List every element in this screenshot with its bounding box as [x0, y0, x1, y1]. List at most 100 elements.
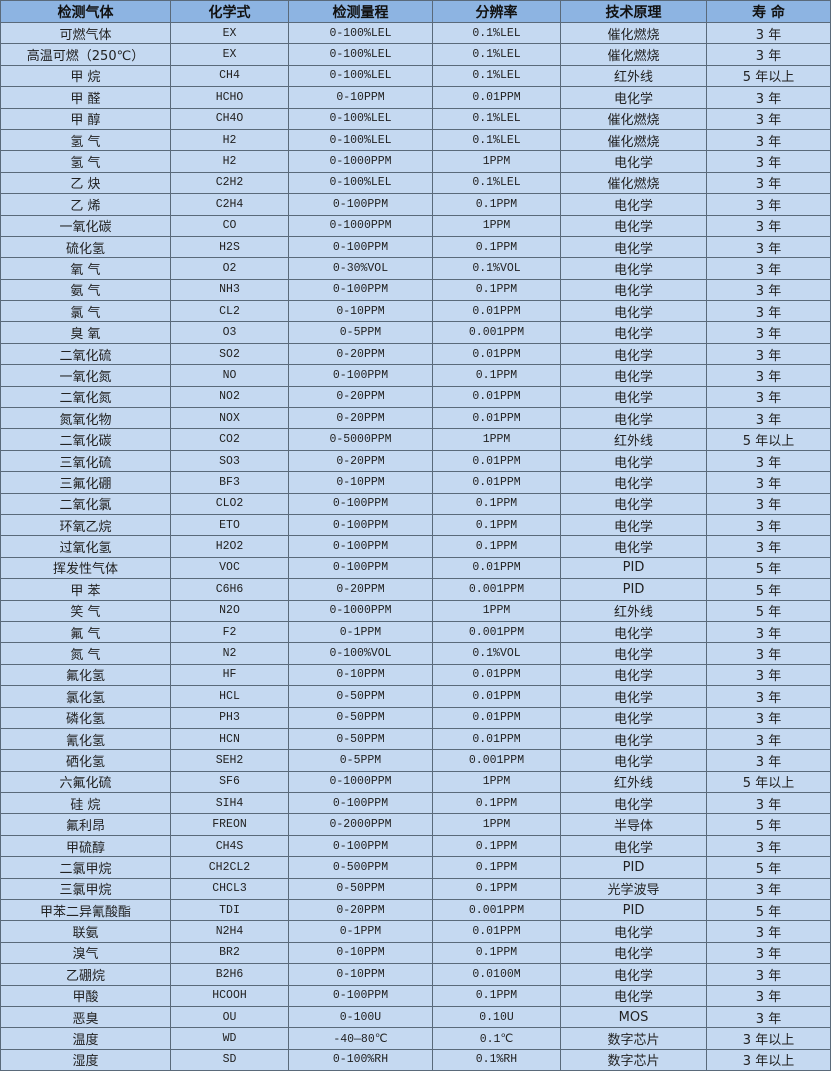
cell-formula: NO2 [170, 385, 289, 409]
cell-principle: 电化学 [560, 706, 707, 729]
table-row: 一氧化碳 CO 0-1000PPM 1PPM 电化学 3 年 [0, 214, 831, 237]
cell-resolution: 0.1%VOL [432, 642, 561, 665]
cell-gas: 氮氧化物 [0, 407, 171, 430]
cell-lifespan: 3 年 [706, 150, 831, 173]
cell-gas: 甲酸 [0, 984, 171, 1007]
cell-gas: 三氟化硼 [0, 471, 171, 494]
cell-principle: 电化学 [560, 278, 707, 302]
table-row: 环氧乙烷 ETO 0-100PPM 0.1PPM 电化学 3 年 [0, 513, 831, 537]
cell-range: 0-500PPM [288, 856, 433, 879]
cell-resolution: 0.1PPM [432, 513, 561, 537]
cell-range: 0-50PPM [288, 727, 433, 751]
cell-principle: 电化学 [560, 86, 707, 109]
table-row: 氯 气 CL2 0-10PPM 0.01PPM 电化学 3 年 [0, 300, 831, 323]
table-row: 一氧化氮 NO 0-100PPM 0.1PPM 电化学 3 年 [0, 364, 831, 387]
cell-resolution: 0.1PPM [432, 792, 561, 815]
cell-gas: 臭 氧 [0, 321, 171, 344]
table-row: 三氯甲烷 CHCL3 0-50PPM 0.1PPM 光学波导 3 年 [0, 877, 831, 901]
table-row: 乙 炔 C2H2 0-100%LEL 0.1%LEL 催化燃烧 3 年 [0, 171, 831, 195]
table-row: 氧 气 O2 0-30%VOL 0.1%VOL 电化学 3 年 [0, 257, 831, 280]
cell-gas: 磷化氢 [0, 706, 171, 729]
cell-lifespan: 5 年以上 [706, 428, 831, 451]
header-lifespan: 寿 命 [706, 0, 831, 23]
table-row: 二氧化硫 SO2 0-20PPM 0.01PPM 电化学 3 年 [0, 342, 831, 366]
cell-resolution: 0.1%LEL [432, 21, 561, 45]
cell-gas: 氟化氢 [0, 663, 171, 687]
cell-range: 0-100%LEL [288, 21, 433, 45]
cell-resolution: 0.1PPM [432, 877, 561, 901]
cell-lifespan: 5 年 [706, 599, 831, 622]
cell-lifespan: 3 年 [706, 620, 831, 644]
header-gas: 检测气体 [0, 0, 171, 23]
cell-resolution: 0.1PPM [432, 535, 561, 558]
cell-gas: 氯化氢 [0, 685, 171, 708]
cell-formula: CL2 [170, 300, 289, 323]
cell-lifespan: 5 年以上 [706, 770, 831, 794]
cell-principle: 催化燃烧 [560, 43, 707, 66]
cell-formula: EX [170, 21, 289, 45]
cell-gas: 甲苯二异氰酸酯 [0, 899, 171, 922]
cell-resolution: 0.001PPM [432, 321, 561, 344]
cell-formula: NO [170, 364, 289, 387]
cell-resolution: 0.1PPM [432, 278, 561, 302]
table-row: 硒化氢 SEH2 0-5PPM 0.001PPM 电化学 3 年 [0, 749, 831, 772]
cell-range: 0-30%VOL [288, 257, 433, 280]
cell-lifespan: 3 年 [706, 449, 831, 473]
cell-gas: 甲 醇 [0, 107, 171, 130]
cell-formula: C6H6 [170, 578, 289, 601]
cell-principle: 半导体 [560, 813, 707, 836]
cell-lifespan: 3 年 [706, 727, 831, 751]
cell-principle: 电化学 [560, 257, 707, 280]
cell-principle: 催化燃烧 [560, 128, 707, 152]
cell-principle: 电化学 [560, 834, 707, 858]
cell-principle: 电化学 [560, 642, 707, 665]
cell-resolution: 0.1%LEL [432, 43, 561, 66]
cell-range: 0-100%LEL [288, 128, 433, 152]
cell-resolution: 1PPM [432, 770, 561, 794]
cell-formula: CLO2 [170, 492, 289, 515]
cell-resolution: 0.1%RH [432, 1048, 561, 1072]
cell-resolution: 0.01PPM [432, 449, 561, 473]
cell-range: 0-20PPM [288, 899, 433, 922]
cell-lifespan: 3 年 [706, 407, 831, 430]
cell-gas: 二氧化氯 [0, 492, 171, 515]
cell-lifespan: 3 年 [706, 257, 831, 280]
cell-gas: 挥发性气体 [0, 556, 171, 580]
cell-lifespan: 3 年 [706, 749, 831, 772]
header-resolution: 分辨率 [432, 0, 561, 23]
cell-resolution: 0.01PPM [432, 407, 561, 430]
cell-principle: 电化学 [560, 984, 707, 1007]
cell-range: 0-100%LEL [288, 64, 433, 88]
cell-resolution: 0.1PPM [432, 364, 561, 387]
cell-formula: CO2 [170, 428, 289, 451]
cell-range: 0-100PPM [288, 984, 433, 1007]
cell-gas: 甲 醛 [0, 86, 171, 109]
cell-lifespan: 5 年以上 [706, 64, 831, 88]
table-row: 挥发性气体 VOC 0-100PPM 0.01PPM PID 5 年 [0, 556, 831, 580]
cell-gas: 乙 炔 [0, 171, 171, 195]
header-formula: 化学式 [170, 0, 289, 23]
cell-lifespan: 3 年 [706, 877, 831, 901]
cell-resolution: 0.1PPM [432, 235, 561, 259]
cell-principle: PID [560, 578, 707, 601]
cell-principle: 电化学 [560, 385, 707, 409]
cell-lifespan: 3 年 [706, 984, 831, 1007]
cell-principle: 电化学 [560, 407, 707, 430]
cell-principle: 电化学 [560, 513, 707, 537]
cell-principle: 催化燃烧 [560, 21, 707, 45]
cell-formula: CHCL3 [170, 877, 289, 901]
table-row: 氯化氢 HCL 0-50PPM 0.01PPM 电化学 3 年 [0, 685, 831, 708]
cell-principle: 电化学 [560, 685, 707, 708]
table-row: 甲苯二异氰酸酯 TDI 0-20PPM 0.001PPM PID 5 年 [0, 899, 831, 922]
table-row: 二氯甲烷 CH2CL2 0-500PPM 0.1PPM PID 5 年 [0, 856, 831, 879]
cell-resolution: 0.1PPM [432, 856, 561, 879]
cell-resolution: 0.001PPM [432, 749, 561, 772]
table-row: 乙 烯 C2H4 0-100PPM 0.1PPM 电化学 3 年 [0, 193, 831, 216]
cell-formula: VOC [170, 556, 289, 580]
cell-resolution: 1PPM [432, 813, 561, 836]
cell-lifespan: 3 年 [706, 1005, 831, 1029]
cell-formula: WD [170, 1027, 289, 1050]
table-row: 温度 WD -40—80℃ 0.1℃ 数字芯片 3 年以上 [0, 1027, 831, 1050]
cell-range: 0-2000PPM [288, 813, 433, 836]
table-row: 甲 醛 HCHO 0-10PPM 0.01PPM 电化学 3 年 [0, 86, 831, 109]
